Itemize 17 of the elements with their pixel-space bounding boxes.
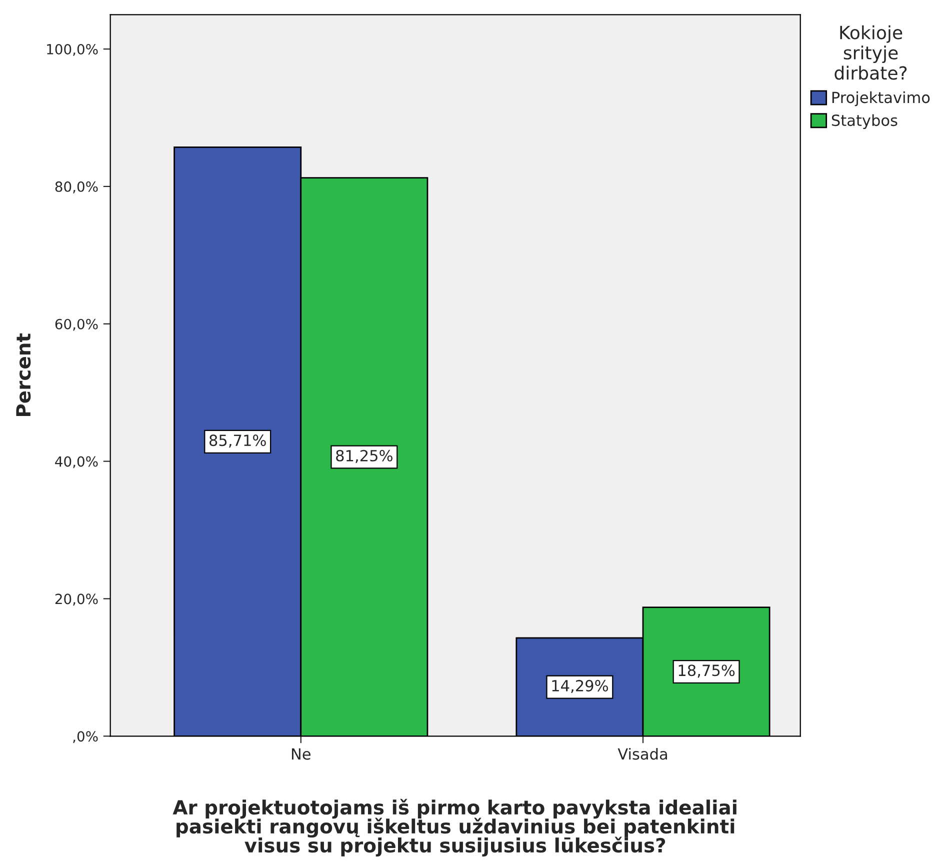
- y-tick-label: 60,0%: [55, 318, 98, 331]
- data-label: 14,29%: [552, 680, 608, 694]
- x-tick-label: Ne: [292, 748, 310, 760]
- y-axis-title: Percent: [16, 333, 31, 416]
- x-tick-label: Visada: [618, 748, 667, 760]
- y-tick-label: 80,0%: [55, 181, 98, 194]
- y-tick-label: 20,0%: [55, 594, 98, 606]
- legend-label: Statybos: [832, 114, 898, 130]
- data-label: 81,25%: [336, 450, 392, 463]
- y-tick-label: ,0%: [73, 731, 98, 744]
- legend-label: Projektavimo: [832, 91, 930, 106]
- x-axis-title: Ar projektuotojams iš pirmo karto pavyksta idealiai pasiekti rangovų iškeltus uždavinius bei patenkinti visus su projektu susijusius lūkesčius?: [172, 798, 736, 857]
- y-tick-label: 100,0%: [47, 44, 98, 56]
- y-tick-label: 40,0%: [55, 456, 98, 468]
- data-label: 85,71%: [210, 434, 266, 448]
- legend-title: Kokioje srityje dirbate?: [834, 25, 907, 80]
- data-label: 18,75%: [678, 664, 735, 678]
